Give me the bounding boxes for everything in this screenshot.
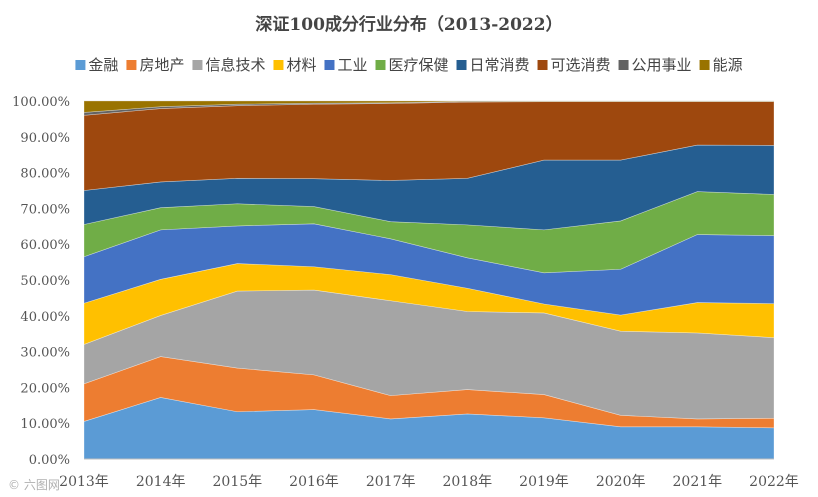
- y-tick-label: 90.00%: [20, 131, 70, 146]
- legend-item: 能源: [699, 56, 743, 74]
- x-tick-label: 2016年: [289, 474, 339, 490]
- legend-label: 可选消费: [551, 56, 611, 74]
- x-tick-label: 2018年: [443, 474, 493, 490]
- legend-item: 公用事业: [618, 56, 692, 74]
- legend-swatch: [699, 60, 710, 70]
- legend-swatch: [192, 60, 203, 70]
- x-tick-label: 2021年: [673, 474, 723, 490]
- y-tick-label: 70.00%: [20, 202, 70, 217]
- legend-label: 能源: [713, 56, 743, 74]
- legend-swatch: [456, 60, 467, 70]
- legend-item: 工业: [324, 56, 368, 74]
- watermark-text: © 六图网: [8, 478, 60, 492]
- x-tick-label: 2019年: [519, 474, 569, 490]
- x-tick-label: 2017年: [366, 474, 416, 490]
- chart-legend: 金融 房地产 信息技术 材料 工业 医疗保健 日常消费 可选消费 公用事业 能源: [75, 56, 743, 74]
- y-tick-label: 0.00%: [29, 453, 70, 468]
- x-tick-label: 2014年: [136, 474, 186, 490]
- x-tick-label: 2015年: [213, 474, 263, 490]
- legend-item: 医疗保健: [375, 56, 449, 74]
- legend-item: 日常消费: [456, 56, 530, 74]
- legend-label: 日常消费: [470, 56, 530, 74]
- legend-label: 房地产: [139, 56, 184, 74]
- legend-item: 房地产: [126, 56, 184, 74]
- y-tick-label: 80.00%: [20, 167, 70, 182]
- legend-swatch: [324, 60, 335, 70]
- legend-swatch: [75, 60, 86, 70]
- x-tick-label: 2020年: [596, 474, 646, 490]
- legend-label: 公用事业: [632, 56, 692, 74]
- y-tick-label: 100.00%: [12, 95, 70, 110]
- legend-item: 可选消费: [537, 56, 611, 74]
- legend-item: 材料: [273, 56, 316, 74]
- legend-swatch: [375, 60, 386, 70]
- y-tick-label: 30.00%: [20, 346, 70, 361]
- y-tick-label: 40.00%: [20, 310, 70, 325]
- legend-swatch: [126, 60, 137, 70]
- x-axis-ticks: 2013年 2014年 2015年 2016年 2017年 2018年 2019年 2020年…: [59, 474, 799, 490]
- legend-label: 金融: [88, 56, 118, 74]
- y-tick-label: 20.00%: [20, 381, 70, 396]
- legend-swatch: [537, 60, 548, 70]
- y-tick-label: 50.00%: [20, 274, 70, 289]
- legend-swatch: [273, 60, 284, 70]
- legend-item: 信息技术: [192, 56, 265, 74]
- y-tick-label: 60.00%: [20, 238, 70, 253]
- chart-title: 深证100成分行业分布（2013-2022）: [255, 14, 562, 35]
- y-axis-ticks: 0.00% 10.00% 20.00% 30.00% 40.00% 50.00% 60.00…: [12, 95, 70, 468]
- legend-label: 材料: [286, 56, 316, 74]
- legend-swatch: [618, 60, 629, 70]
- area-series-能源: [83, 100, 775, 113]
- y-tick-label: 10.00%: [20, 417, 70, 432]
- x-tick-label: 2022年: [749, 474, 799, 490]
- legend-label: 工业: [337, 56, 367, 74]
- legend-label: 医疗保健: [389, 56, 449, 74]
- area-series: [83, 100, 775, 460]
- legend-item: 金融: [75, 56, 118, 74]
- legend-label: 信息技术: [205, 56, 265, 74]
- x-tick-label: 2013年: [59, 474, 109, 490]
